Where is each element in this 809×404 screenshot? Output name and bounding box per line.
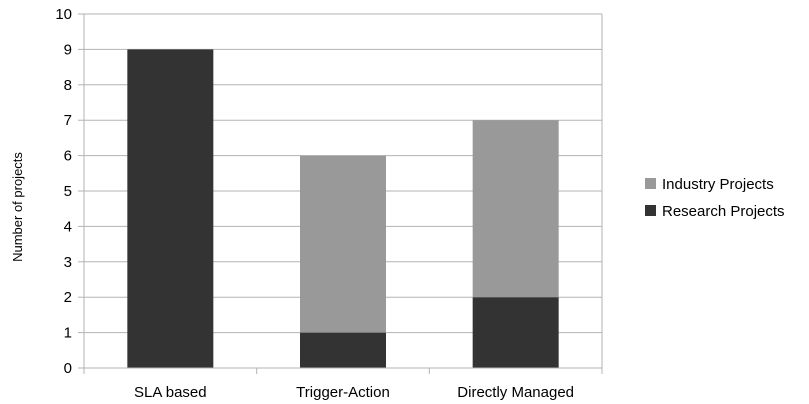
bar-research-projects: [472, 297, 559, 368]
bar-research-projects: [127, 49, 214, 369]
y-tick-label: 6: [64, 148, 72, 165]
legend: Industry Projects Research Projects: [645, 176, 785, 220]
bar-research-projects: [300, 332, 386, 368]
y-tick-label: 3: [64, 254, 72, 271]
y-tick-label: 1: [64, 325, 72, 342]
x-tick-labels: SLA based Trigger-Action Directly Managed: [134, 384, 574, 401]
y-tick-label: 8: [64, 77, 72, 94]
x-tick-label: Directly Managed: [457, 384, 574, 401]
x-tick-label: Trigger-Action: [296, 384, 390, 401]
bars: [127, 49, 559, 369]
y-tick-label: 2: [64, 289, 72, 306]
y-tick-label: 4: [64, 218, 72, 235]
y-tick-label: 7: [64, 112, 72, 129]
y-tick-label: 0: [64, 360, 72, 377]
legend-label: Industry Projects: [662, 176, 774, 193]
legend-swatch: [645, 205, 656, 216]
axes: [78, 13, 603, 374]
y-tick-label: 9: [64, 41, 72, 58]
y-tick-label: 5: [64, 183, 72, 200]
y-axis-label: Number of projects: [10, 152, 25, 262]
x-tick-label: SLA based: [134, 384, 207, 401]
y-tick-label: 10: [55, 6, 72, 23]
bar-industry-projects: [300, 155, 386, 333]
bar-industry-projects: [472, 120, 559, 298]
legend-label: Research Projects: [662, 203, 785, 220]
legend-swatch: [645, 178, 656, 189]
y-tick-labels: 0 1 2 3 4 5 6 7 8 9 10: [55, 6, 72, 377]
